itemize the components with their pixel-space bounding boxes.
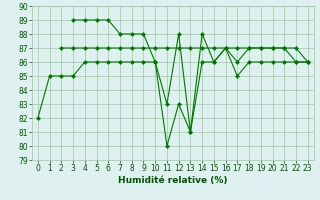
X-axis label: Humidité relative (%): Humidité relative (%) <box>118 176 228 185</box>
